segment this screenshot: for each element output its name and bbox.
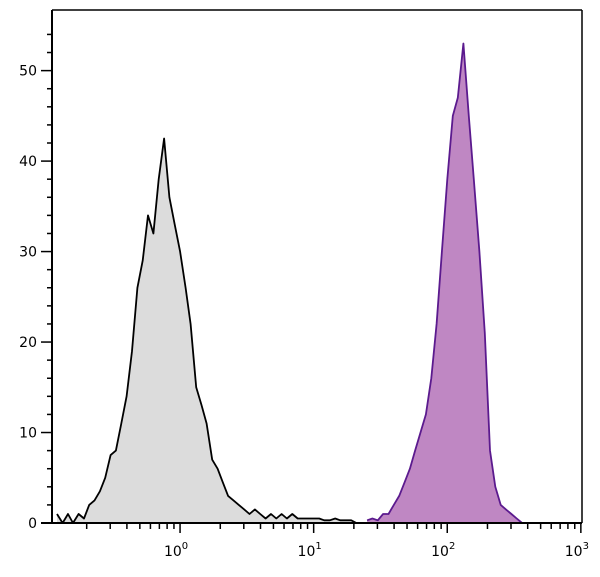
- y-tick-label: 30: [19, 245, 37, 261]
- series-layer: [56, 42, 523, 524]
- x-tick-exponent: 0: [182, 541, 188, 552]
- x-tick-label: 103: [565, 541, 589, 560]
- series-0-line: [56, 137, 357, 524]
- x-tick-base: 10: [431, 544, 449, 560]
- x-tick-label: 102: [431, 541, 455, 560]
- x-tick-label: 101: [298, 541, 322, 560]
- y-tick-label: 0: [28, 516, 37, 532]
- y-ticks: 0 10 20 30 40 50: [19, 33, 52, 532]
- axes: [41, 9, 583, 524]
- x-tick-exponent: 2: [449, 541, 455, 552]
- x-tick-label: 100: [164, 541, 188, 560]
- x-ticks: 100 101 102 103: [85, 523, 589, 560]
- x-tick-base: 10: [164, 544, 182, 560]
- series-0-fill: [57, 138, 357, 523]
- y-tick-label: 40: [19, 154, 37, 170]
- series-1-line: [366, 42, 523, 524]
- x-tick-exponent: 3: [583, 541, 589, 552]
- x-tick-exponent: 1: [315, 541, 321, 552]
- x-tick-base: 10: [565, 544, 583, 560]
- y-tick-label: 10: [19, 426, 37, 442]
- x-tick-base: 10: [298, 544, 316, 560]
- series-1-fill: [367, 43, 523, 523]
- y-tick-label: 50: [19, 64, 37, 80]
- y-tick-label: 20: [19, 335, 37, 351]
